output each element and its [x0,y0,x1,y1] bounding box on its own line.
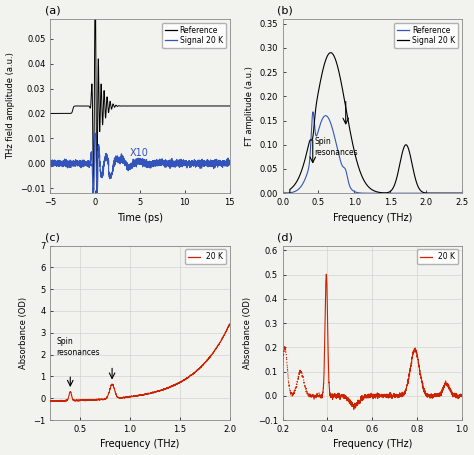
Legend: 20 K: 20 K [418,249,458,264]
Y-axis label: Absorbance (OD): Absorbance (OD) [243,297,252,369]
Text: (b): (b) [277,5,293,15]
Text: (d): (d) [277,232,293,242]
Text: (c): (c) [45,232,60,242]
Y-axis label: THz field amplitude (a.u.): THz field amplitude (a.u.) [6,52,15,159]
X-axis label: Time (ps): Time (ps) [117,212,163,222]
X-axis label: Frequency (THz): Frequency (THz) [333,440,412,450]
Text: (a): (a) [45,5,61,15]
Text: Spin
resonances: Spin resonances [56,337,100,357]
Y-axis label: Absorbance (OD): Absorbance (OD) [18,297,27,369]
Legend: Reference, Signal 20 K: Reference, Signal 20 K [162,23,226,48]
Legend: Reference, Signal 20 K: Reference, Signal 20 K [394,23,458,48]
Y-axis label: FT amplitude (a.u.): FT amplitude (a.u.) [245,66,254,146]
X-axis label: Frequency (THz): Frequency (THz) [100,440,180,450]
Legend: 20 K: 20 K [185,249,226,264]
Text: X10: X10 [129,148,148,158]
X-axis label: Frequency (THz): Frequency (THz) [333,212,412,222]
Text: Spin
resonances: Spin resonances [314,137,358,157]
